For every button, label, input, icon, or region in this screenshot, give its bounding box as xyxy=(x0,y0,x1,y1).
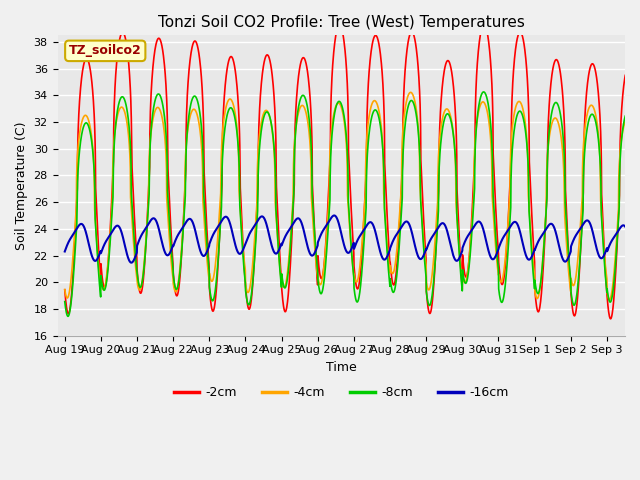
-4cm xyxy=(639,290,640,296)
-4cm xyxy=(632,155,639,160)
-4cm xyxy=(243,289,251,295)
X-axis label: Time: Time xyxy=(326,361,356,374)
Title: Tonzi Soil CO2 Profile: Tree (West) Temperatures: Tonzi Soil CO2 Profile: Tree (West) Temp… xyxy=(158,15,525,30)
-16cm xyxy=(389,238,397,244)
-16cm xyxy=(330,213,338,218)
-2cm xyxy=(607,316,614,322)
-8cm xyxy=(561,200,569,206)
-8cm xyxy=(632,141,639,147)
-2cm xyxy=(118,29,126,35)
Line: -16cm: -16cm xyxy=(65,216,640,263)
-4cm xyxy=(406,89,414,95)
-8cm xyxy=(61,299,68,304)
-16cm xyxy=(634,260,640,266)
Legend: -2cm, -4cm, -8cm, -16cm: -2cm, -4cm, -8cm, -16cm xyxy=(169,382,513,405)
-4cm xyxy=(529,251,536,256)
-16cm xyxy=(561,259,569,264)
-2cm xyxy=(243,300,251,306)
-2cm xyxy=(61,287,68,293)
-8cm xyxy=(480,89,488,95)
-2cm xyxy=(561,141,569,147)
Line: -8cm: -8cm xyxy=(65,92,640,316)
-4cm xyxy=(605,297,613,302)
-16cm xyxy=(639,250,640,256)
-2cm xyxy=(389,280,397,286)
-4cm xyxy=(561,217,569,223)
-2cm xyxy=(639,295,640,300)
Line: -2cm: -2cm xyxy=(65,24,640,319)
-2cm xyxy=(529,222,536,228)
Text: TZ_soilco2: TZ_soilco2 xyxy=(69,44,141,57)
-16cm xyxy=(529,252,536,258)
-2cm xyxy=(480,22,488,27)
-16cm xyxy=(118,233,126,239)
-8cm xyxy=(64,313,72,319)
Line: -4cm: -4cm xyxy=(65,92,640,300)
-4cm xyxy=(118,105,126,110)
-16cm xyxy=(631,258,639,264)
-4cm xyxy=(61,287,68,292)
Y-axis label: Soil Temperature (C): Soil Temperature (C) xyxy=(15,121,28,250)
-16cm xyxy=(61,249,68,254)
-16cm xyxy=(243,236,251,242)
-8cm xyxy=(119,94,127,100)
-8cm xyxy=(244,300,252,306)
-8cm xyxy=(639,287,640,292)
-8cm xyxy=(389,289,397,295)
-8cm xyxy=(529,263,536,269)
-4cm xyxy=(389,271,397,276)
-2cm xyxy=(632,104,639,109)
